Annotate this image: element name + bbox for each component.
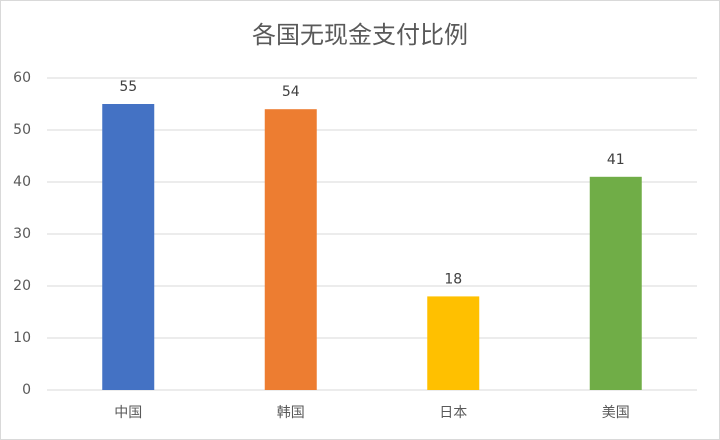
bar bbox=[427, 296, 480, 390]
chart-title: 各国无现金支付比例 bbox=[252, 21, 468, 49]
y-tick-label: 60 bbox=[13, 70, 31, 86]
x-tick-label: 中国 bbox=[114, 405, 142, 421]
bar bbox=[589, 176, 642, 390]
y-tick-label: 0 bbox=[22, 382, 31, 398]
x-tick-label: 日本 bbox=[439, 405, 467, 421]
bar bbox=[102, 104, 155, 390]
y-tick-label: 10 bbox=[13, 330, 31, 346]
data-label: 54 bbox=[282, 84, 300, 100]
data-label: 55 bbox=[119, 79, 137, 95]
x-tick-label: 韩国 bbox=[277, 405, 305, 421]
y-tick-label: 30 bbox=[13, 226, 31, 242]
y-tick-label: 20 bbox=[13, 278, 31, 294]
x-tick-label: 美国 bbox=[602, 405, 630, 421]
y-tick-label: 40 bbox=[13, 174, 31, 190]
bar bbox=[264, 109, 317, 390]
y-tick-label: 50 bbox=[13, 122, 31, 138]
data-label: 18 bbox=[444, 271, 462, 287]
data-label: 41 bbox=[607, 152, 625, 168]
